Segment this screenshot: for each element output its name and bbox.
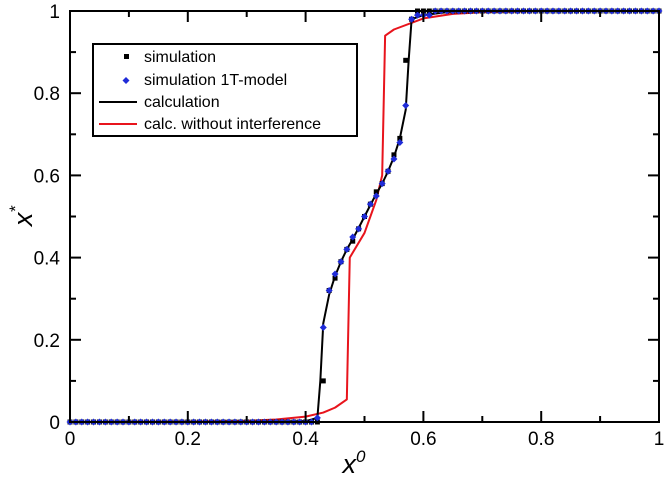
y-axis: 0 0.2 0.4 0.6 0.8 1 [34,2,659,434]
legend-item-simulation: simulation [124,49,216,66]
simulation-point [373,189,379,195]
simulation-point [350,238,356,244]
simulation-1t-model-point [343,245,351,253]
legend-square-marker [124,54,129,59]
legend-box [92,43,358,137]
y-axis-title-base: x [8,211,38,228]
y-tick-label: 0 [49,413,60,434]
simulation-1t-model-point [402,102,410,110]
simulation-1t-model-point [361,213,368,220]
y-axis-title-superscript: * [6,205,25,213]
series-line-calc-without-interference [69,10,659,423]
y-tick-label: 0.4 [34,249,61,270]
y-tick-label: 1 [49,2,60,23]
legend-label: calc. without interference [144,116,321,133]
simulation-1t-model-point [408,15,416,23]
x-tick-label: 0.8 [528,429,554,450]
y-axis-title: x* [6,205,38,229]
simulation-1t-model-point [331,270,339,278]
legend-label: simulation 1T-model [144,72,287,89]
x-tick-label: 0.2 [175,429,201,450]
legend-label: simulation [144,49,216,66]
y-tick-label: 0.2 [34,331,60,352]
x-tick-label: 0 [65,429,76,450]
legend-item-simulation-1t-model: simulation 1T-model [122,72,287,89]
simulation-1t-model-point [366,200,374,208]
x-axis: 0 0.2 0.4 0.6 0.8 1 [65,11,664,450]
legend-label: calculation [144,94,220,111]
y-tick-label: 0.6 [34,166,60,187]
x-axis-title-superscript: 0 [356,447,366,466]
simulation-1t-model-point [325,286,333,294]
simulation-1t-model-point [319,323,327,331]
simulation-1t-model-point [396,139,404,147]
legend-item-calc-without-interference: calc. without interference [99,116,321,133]
simulation-1t-model-point [390,155,398,163]
simulation-1t-model-point [425,11,433,19]
y-tick-label: 0.8 [34,84,60,105]
simulation-1t-model-point [372,192,380,200]
legend-item-calculation: calculation [99,94,220,111]
x-tick-label: 0.4 [292,429,319,450]
simulation-point [397,135,403,141]
x-axis-title: x0 [341,447,367,479]
x-axis-title-base: x [341,449,358,479]
simulation-1t-model-point [384,167,392,175]
simulation-point [403,57,409,63]
x-tick-label: 0.6 [410,429,436,450]
legend-diamond-marker [122,77,130,84]
simulation-1t-model-point [349,233,357,241]
simulation-point [332,275,338,281]
simulation-point [391,152,397,158]
legend: simulation simulation 1T-model calculati… [92,43,358,137]
simulation-1t-model-point [337,258,345,266]
simulation-1t-model-point [414,11,422,19]
simulation-1t-model-point [355,225,363,233]
simulation-1t-model-point [313,414,321,422]
simulation-1t-model-point [378,180,386,188]
x-tick-label: 1 [654,429,664,450]
simulation-point [320,378,326,384]
